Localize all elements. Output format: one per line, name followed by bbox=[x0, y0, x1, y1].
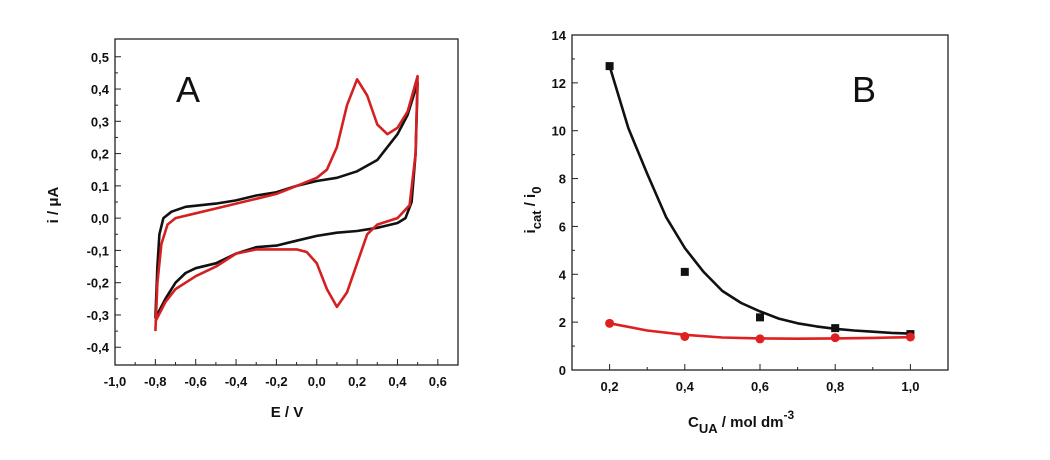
x-label-rest: / mol dm bbox=[718, 414, 784, 431]
data-point-circle bbox=[905, 332, 915, 342]
y-tick-label: 6 bbox=[559, 219, 566, 234]
y-tick-label: -0,2 bbox=[87, 276, 109, 291]
x-tick-label: 1,0 bbox=[901, 379, 919, 394]
x-label-subscript: UA bbox=[699, 421, 718, 436]
y-tick-label: -0,3 bbox=[87, 308, 109, 323]
y-tick-label: 2 bbox=[559, 315, 566, 330]
x-axis-label: E / V bbox=[271, 404, 304, 421]
y-tick-label: 12 bbox=[552, 76, 566, 91]
y-label-main: i bbox=[522, 229, 539, 233]
x-tick-label: 0,2 bbox=[601, 379, 619, 394]
x-axis-label: CUA / mol dm-3 bbox=[688, 408, 794, 436]
y-tick-label: 0 bbox=[559, 363, 566, 378]
y-tick-label: 0,5 bbox=[91, 50, 109, 65]
x-tick-label: -0,6 bbox=[185, 374, 207, 389]
x-tick-label: 0,4 bbox=[388, 374, 407, 389]
x-tick-label: 0,6 bbox=[751, 379, 769, 394]
x-tick-label: 0,4 bbox=[676, 379, 695, 394]
x-tick-label: 0,2 bbox=[348, 374, 366, 389]
data-point-circle bbox=[605, 318, 615, 328]
y-label-mid: / i bbox=[522, 194, 539, 211]
fit-curve-black bbox=[608, 65, 911, 335]
data-point-circle bbox=[830, 333, 840, 343]
x-tick-label: -0,2 bbox=[265, 374, 287, 389]
y-tick-label: 10 bbox=[552, 124, 566, 139]
y-tick-label: 0,4 bbox=[91, 82, 110, 97]
y-axis-label: icat / i0 bbox=[522, 187, 544, 234]
data-point-square bbox=[831, 324, 840, 333]
data-point-square bbox=[680, 267, 689, 276]
y-tick-label: -0,4 bbox=[87, 340, 110, 355]
y-tick-label: 4 bbox=[559, 267, 567, 282]
data-point-circle bbox=[680, 332, 690, 341]
x-label-superscript: -3 bbox=[783, 408, 794, 422]
x-tick-label: -1,0 bbox=[104, 374, 126, 389]
y-tick-label: -0,1 bbox=[87, 243, 109, 258]
x-tick-label: -0,4 bbox=[225, 374, 248, 389]
y-tick-label: 14 bbox=[552, 28, 567, 43]
y-tick-label: 0,3 bbox=[91, 114, 109, 129]
data-point-circle bbox=[755, 334, 765, 344]
x-tick-label: -0,8 bbox=[144, 374, 166, 389]
x-tick-label: 0,0 bbox=[308, 374, 326, 389]
data-point-square bbox=[756, 313, 764, 322]
x-label-main: C bbox=[688, 414, 699, 431]
y-tick-label: 8 bbox=[559, 172, 566, 187]
y-tick-label: 0,1 bbox=[91, 179, 109, 194]
x-tick-label: 0,6 bbox=[429, 374, 447, 389]
x-tick-label: 0,8 bbox=[826, 379, 844, 394]
y-tick-label: 0,0 bbox=[91, 211, 109, 226]
y-label-subscript-0: 0 bbox=[529, 187, 544, 194]
y-axis-label: i / μA bbox=[45, 186, 62, 223]
y-tick-label: 0,2 bbox=[91, 147, 109, 162]
panel-label-a: A bbox=[176, 69, 200, 110]
cv-curve-red bbox=[154, 74, 419, 332]
data-point-square bbox=[605, 62, 614, 71]
panel-label-b: B bbox=[852, 69, 876, 110]
y-label-subscript-cat: cat bbox=[529, 210, 544, 229]
